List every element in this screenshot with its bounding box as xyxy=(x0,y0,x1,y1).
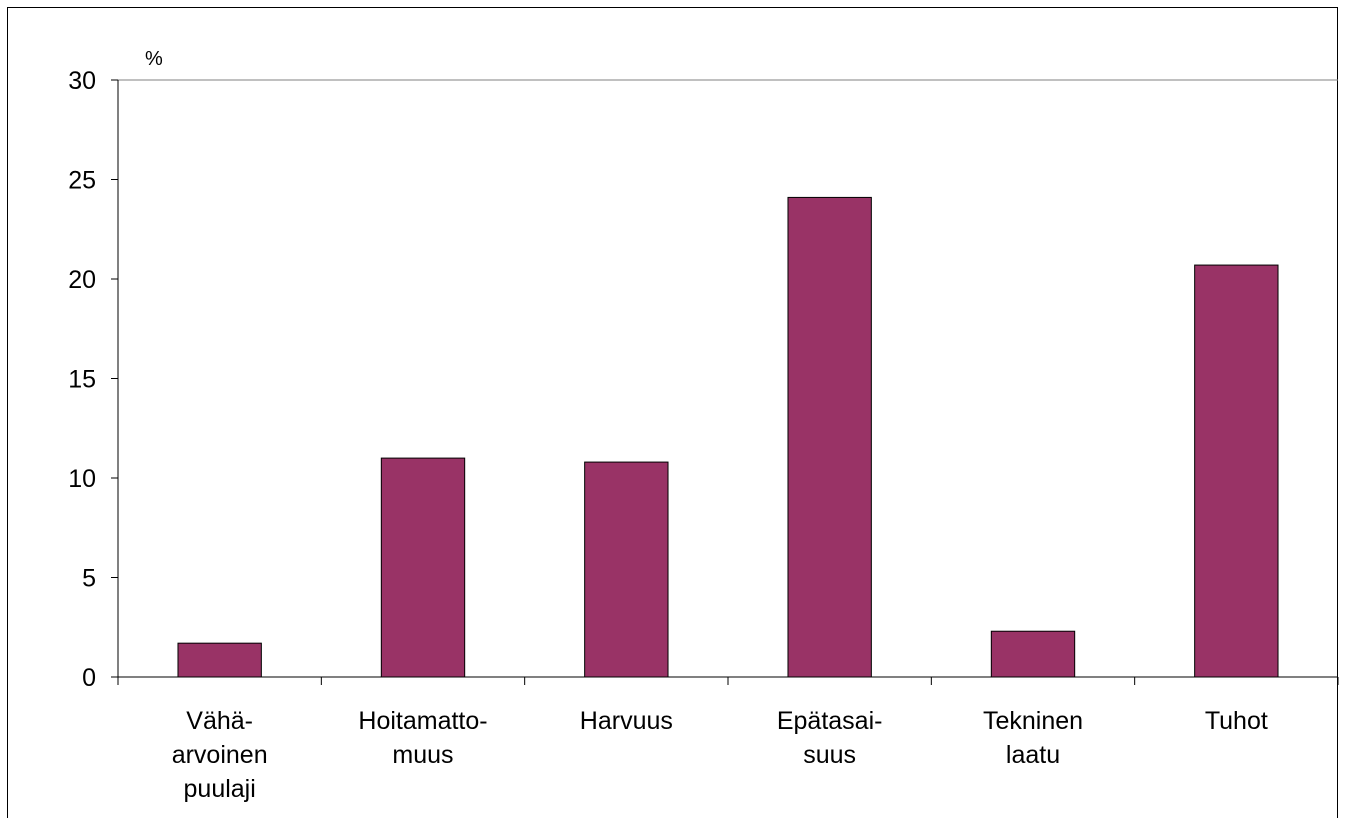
bar xyxy=(380,457,466,678)
category-label-line: muus xyxy=(392,741,453,769)
category-label-line: Epätasai- xyxy=(777,707,883,735)
y-tick-label: 0 xyxy=(82,664,96,692)
category-label-line: puulaji xyxy=(184,775,256,803)
bar xyxy=(177,642,262,678)
y-ticks: 0 5 10 15 20 25 30 xyxy=(68,67,118,692)
y-tick-label: 15 xyxy=(68,366,96,394)
category-label-line: Tekninen xyxy=(983,707,1083,735)
category-label: Vähä-arvoinen puulaji xyxy=(172,707,268,803)
bar xyxy=(990,630,1076,678)
bar xyxy=(584,461,669,678)
axes xyxy=(117,80,1338,678)
y-tick-label: 20 xyxy=(68,266,96,294)
category-label-line: laatu xyxy=(1006,741,1060,769)
category-labels: Vähä-arvoinen puulaji Hoitamatto-muus Harvu… xyxy=(172,707,1268,803)
chart-frame xyxy=(7,7,1338,818)
y-tick-label: 30 xyxy=(68,67,96,95)
category-label: Harvuus xyxy=(580,707,673,735)
y-tick-label: 25 xyxy=(68,167,96,195)
category-label: Tekninen laatu xyxy=(983,707,1083,769)
category-label-line: Harvuus xyxy=(580,707,673,735)
category-label: Tuhot xyxy=(1205,707,1268,735)
bars xyxy=(177,196,1279,678)
category-label-line: Tuhot xyxy=(1205,707,1268,735)
category-label: Epätasai-suus xyxy=(777,707,883,769)
category-label-line: suus xyxy=(803,741,856,769)
bar xyxy=(1194,264,1279,678)
category-label-line: arvoinen xyxy=(172,741,268,769)
bar xyxy=(787,196,872,678)
category-label-line: Hoitamatto- xyxy=(358,707,487,735)
y-tick-label: 10 xyxy=(68,465,96,493)
y-tick-label: 5 xyxy=(82,565,96,593)
category-label-line: Vähä- xyxy=(186,707,253,735)
y-axis-unit-label: % xyxy=(145,48,163,70)
category-label: Hoitamatto-muus xyxy=(358,707,487,769)
x-ticks xyxy=(117,677,1339,685)
